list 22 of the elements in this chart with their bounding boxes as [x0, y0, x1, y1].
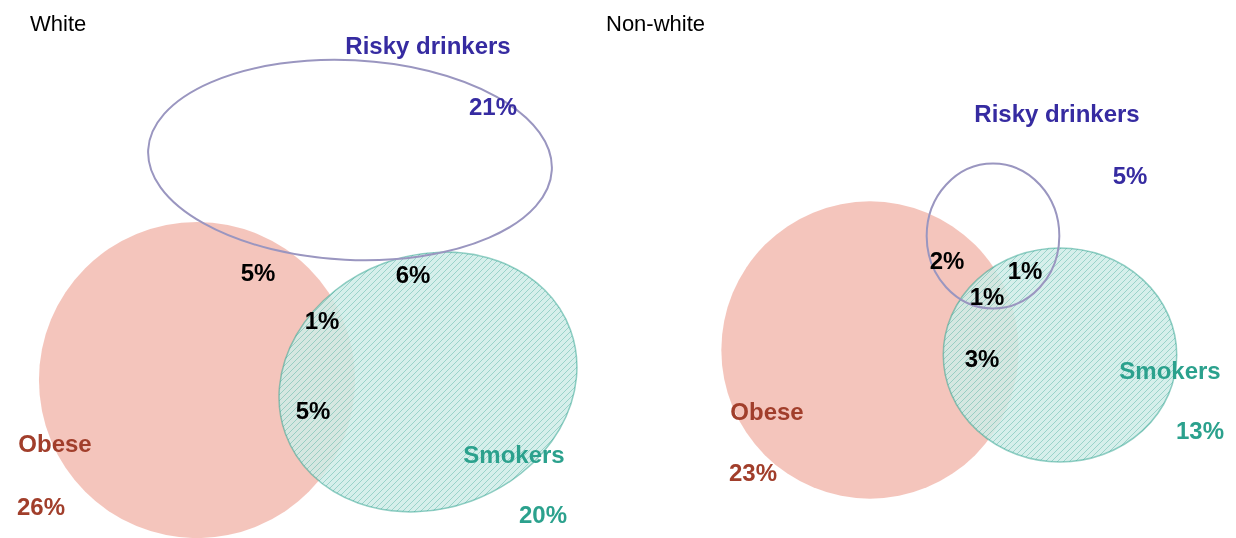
category-label: Obese	[18, 429, 92, 457]
category-label: Risky drinkers	[974, 99, 1140, 127]
text: 5%	[240, 258, 276, 286]
category-label: Smokers	[1119, 356, 1221, 384]
text: 1%	[969, 282, 1005, 310]
data-label: 20%	[518, 500, 568, 528]
data-label: 13%	[1175, 416, 1225, 444]
text: 5%	[295, 396, 331, 424]
text: 1%	[304, 306, 340, 334]
text: 3%	[964, 344, 1000, 372]
data-label: 23%	[728, 458, 778, 486]
data-label: 26%	[16, 492, 66, 520]
text: 2%	[929, 246, 965, 274]
data-label: 5%	[1112, 161, 1148, 189]
category-label: Smokers	[463, 440, 565, 468]
category-label: Risky drinkers	[345, 31, 511, 59]
text: 1%	[1007, 256, 1043, 284]
data-label: 21%	[468, 92, 518, 120]
text: Non-white	[606, 11, 706, 37]
text: 6%	[395, 260, 431, 288]
text: White	[30, 11, 87, 37]
category-label: Obese	[730, 397, 804, 425]
